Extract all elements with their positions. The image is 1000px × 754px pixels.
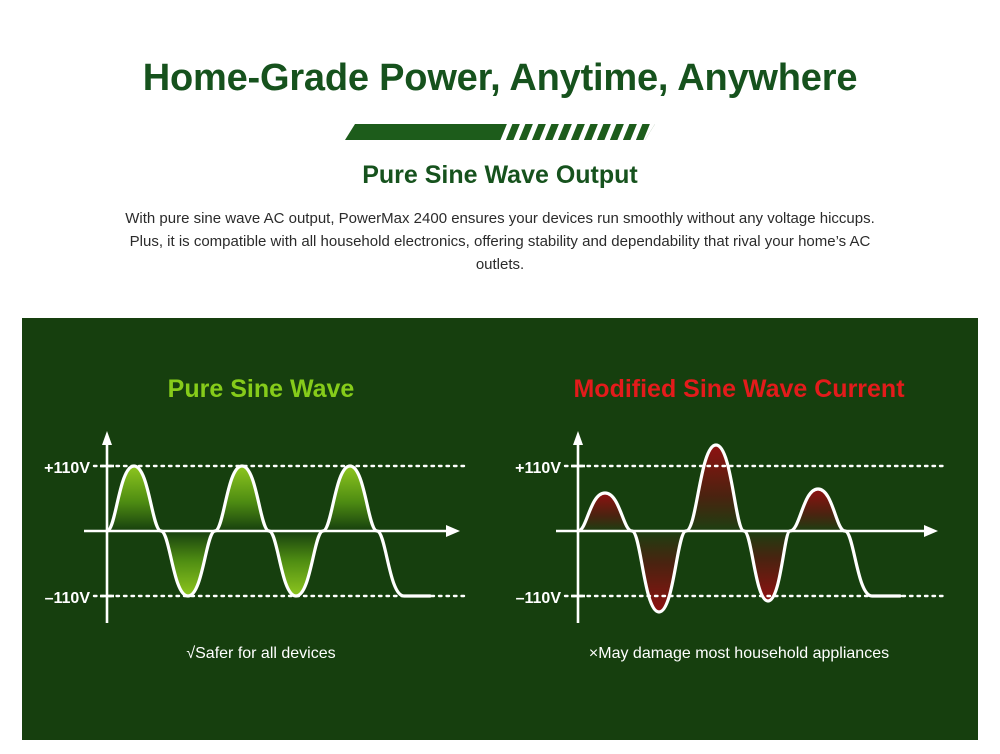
chart-pure-sine-wave: Pure Sine Wave: [22, 318, 500, 740]
chart-modified-sine-wave: Modified Sine Wave Current: [500, 318, 978, 740]
waveform-curve-pure: [105, 464, 432, 598]
axis-label-plus-110v-modified: +110V: [515, 460, 561, 477]
comparison-panel: Pure Sine Wave: [22, 318, 978, 740]
slanted-striped-divider-icon: [345, 120, 655, 144]
waveform-plot-modified-sine-wave: +110V –110V: [500, 423, 978, 638]
axis-label-minus-110v-pure: –110V: [45, 590, 91, 607]
waveform-plot-pure-sine-wave: +110V –110V: [22, 423, 500, 638]
chart-heading-pure-sine-wave: Pure Sine Wave: [167, 375, 355, 403]
wave-fill-positive: [578, 445, 845, 531]
waveform-curve-modified: [576, 443, 902, 614]
y-axis-arrow-icon: [573, 431, 583, 445]
intro-paragraph: With pure sine wave AC output, PowerMax …: [125, 210, 875, 273]
axis-label-plus-110v-pure: +110V: [44, 460, 90, 477]
hero-header: Home-Grade Power, Anytime, Anywhere Pure…: [0, 0, 1000, 318]
wave-fill-positive: [107, 466, 377, 531]
wave-fill-negative: [161, 531, 323, 596]
x-axis-arrow-icon: [446, 525, 460, 537]
page-title: Home-Grade Power, Anytime, Anywhere: [142, 57, 858, 99]
axis-label-minus-110v-modified: –110V: [516, 590, 562, 607]
chart-caption-pure-sine-wave: √Safer for all devices: [186, 645, 336, 662]
x-axis-arrow-icon: [924, 525, 938, 537]
wave-fill-negative: [632, 531, 790, 612]
chart-caption-modified-sine-wave: ×May damage most household appliances: [588, 645, 890, 662]
y-axis-arrow-icon: [102, 431, 112, 445]
section-subtitle: Pure Sine Wave Output: [362, 161, 638, 189]
chart-heading-modified-sine-wave: Modified Sine Wave Current: [573, 375, 905, 403]
